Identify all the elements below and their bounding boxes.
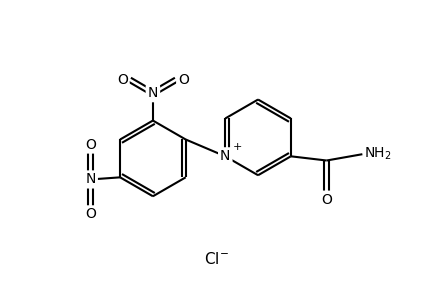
Text: Cl$^{-}$: Cl$^{-}$	[203, 251, 229, 267]
Text: O: O	[321, 193, 332, 207]
Text: N: N	[148, 86, 158, 100]
Text: O: O	[85, 137, 96, 152]
Text: +: +	[232, 142, 242, 152]
Text: N: N	[220, 149, 230, 163]
Text: O: O	[85, 207, 96, 221]
Text: O: O	[117, 73, 127, 87]
Text: NH$_2$: NH$_2$	[365, 146, 392, 162]
Text: O: O	[178, 73, 189, 87]
Text: N: N	[86, 172, 96, 186]
